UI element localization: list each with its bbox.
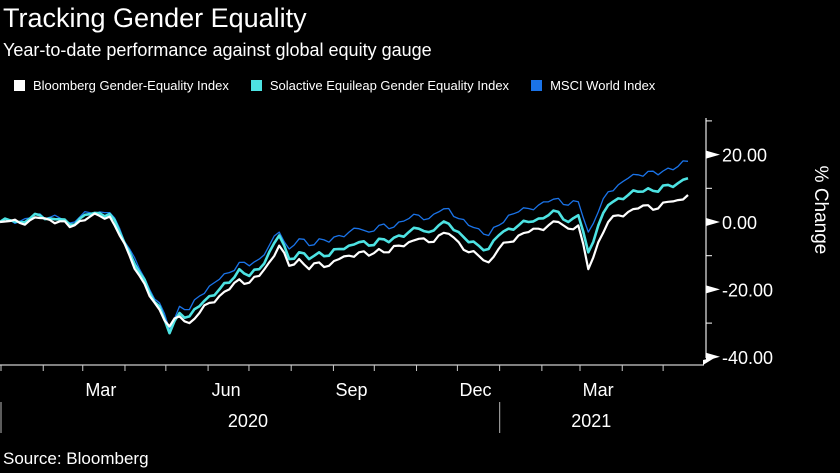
legend-item-bloomberg: Bloomberg Gender-Equality Index xyxy=(14,78,229,93)
legend-swatch-msci xyxy=(531,80,543,91)
x-tick-label: Mar xyxy=(583,380,614,400)
series-line-solactive-equileap-gender-equality-index xyxy=(0,176,689,335)
chart-subtitle: Year-to-date performance against global … xyxy=(3,40,432,60)
legend-label-bloomberg: Bloomberg Gender-Equality Index xyxy=(33,78,229,93)
y-tick-marker xyxy=(706,150,720,159)
legend-swatch-bloomberg xyxy=(14,80,25,91)
x-tick-label: Mar xyxy=(85,380,116,400)
legend-label-solactive: Solactive Equileap Gender Equality Index xyxy=(269,78,510,93)
legend: Bloomberg Gender-Equality Index Solactiv… xyxy=(14,78,677,93)
source-note: Source: Bloomberg xyxy=(3,449,149,468)
x-year-label: 2020 xyxy=(228,411,268,431)
legend-label-msci: MSCI World Index xyxy=(550,78,656,93)
x-year-label: 2021 xyxy=(571,411,611,431)
legend-item-msci: MSCI World Index xyxy=(531,78,655,93)
y-tick-marker xyxy=(706,285,720,294)
x-tick-label: Dec xyxy=(459,380,491,400)
y-tick-marker xyxy=(706,218,720,226)
legend-item-solactive: Solactive Equileap Gender Equality Index xyxy=(250,78,510,93)
x-tick-label: Sep xyxy=(335,380,367,400)
legend-swatch-solactive xyxy=(250,80,262,91)
series-line-bloomberg-gender-equality-index xyxy=(0,194,689,328)
x-tick-label: Jun xyxy=(212,380,241,400)
y-tick-label: -40.00 xyxy=(722,348,773,368)
y-axis-title: % Change xyxy=(810,166,831,255)
x-axis-arrow xyxy=(703,357,716,365)
series-line-msci-world-index xyxy=(0,160,689,331)
y-tick-label: 20.00 xyxy=(722,146,767,166)
y-tick-label: 0.00 xyxy=(722,213,757,233)
axes-layer: 20.00 0.00 -20.00 -40.00 % Change Mar Jun Sep De… xyxy=(0,118,831,433)
series-layer xyxy=(0,160,689,335)
y-tick-label: -20.00 xyxy=(722,280,773,300)
chart-title: Tracking Gender Equality xyxy=(3,3,307,33)
